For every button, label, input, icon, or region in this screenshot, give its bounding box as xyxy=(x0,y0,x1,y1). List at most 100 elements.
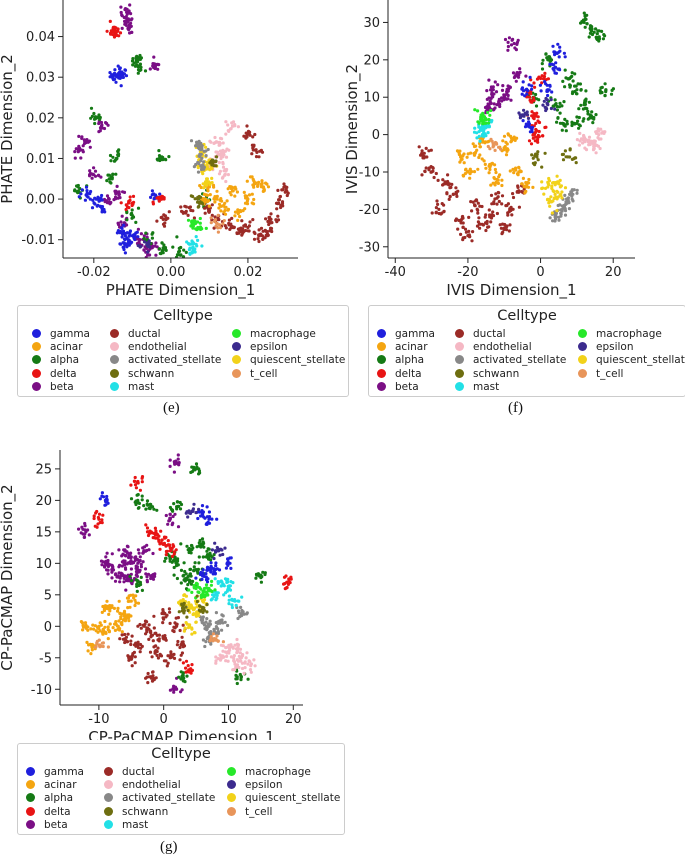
point-alpha xyxy=(562,100,566,104)
series-ductal xyxy=(417,145,526,243)
point-quiescent_stellate xyxy=(547,183,551,187)
point-schwann xyxy=(209,159,213,163)
point-beta xyxy=(154,241,158,245)
point-beta xyxy=(511,71,516,75)
point-gamma xyxy=(530,84,534,88)
point-acinar xyxy=(103,625,107,629)
point-ductal xyxy=(276,202,280,206)
point-schwann xyxy=(196,195,200,199)
point-delta xyxy=(184,666,188,670)
point-alpha xyxy=(590,32,595,37)
point-alpha xyxy=(560,104,564,108)
point-t_cell xyxy=(209,216,213,220)
point-alpha xyxy=(576,82,580,86)
point-beta xyxy=(128,3,132,7)
point-acinar xyxy=(500,178,504,182)
point-beta xyxy=(516,75,521,79)
point-beta xyxy=(124,16,128,20)
point-ductal xyxy=(136,624,140,628)
point-beta xyxy=(122,561,126,565)
point-macrophage xyxy=(193,222,197,226)
point-alpha xyxy=(603,93,607,98)
panel-e: -0.02 0.00 0.02 -0.01 0.00 0.01 0.02 0.03 0.04 PH… xyxy=(0,0,340,300)
legend-label: gamma xyxy=(395,328,435,340)
point-delta xyxy=(127,206,131,210)
point-ductal xyxy=(257,155,261,159)
point-ductal xyxy=(124,638,128,642)
point-alpha xyxy=(187,550,191,555)
point-alpha xyxy=(576,119,580,123)
point-delta xyxy=(119,201,123,205)
point-beta xyxy=(122,190,127,194)
point-mast xyxy=(219,584,223,588)
point-ductal xyxy=(425,155,429,159)
point-schwann xyxy=(536,150,540,154)
point-alpha xyxy=(149,505,153,509)
point-epsilon xyxy=(526,116,531,120)
point-ductal xyxy=(487,225,491,229)
point-beta xyxy=(119,10,123,15)
point-endothelial xyxy=(597,137,601,141)
point-ductal xyxy=(174,616,178,620)
point-quiescent_stellate xyxy=(204,183,208,187)
point-activated_stellate xyxy=(237,611,241,615)
point-acinar xyxy=(211,183,216,187)
point-beta xyxy=(507,36,511,40)
point-gamma xyxy=(556,42,560,46)
point-schwann xyxy=(536,158,540,162)
legend-item-beta: beta xyxy=(26,819,68,831)
point-delta xyxy=(529,78,533,82)
point-endothelial xyxy=(224,155,229,159)
point-schwann xyxy=(574,161,578,165)
point-gamma xyxy=(120,226,124,230)
point-delta xyxy=(133,483,138,487)
legend-marker xyxy=(232,329,241,338)
panel-g: -10 0 10 20 -10 -5 0 5 10 15 20 25 CP-PaCMAP Dimensi… xyxy=(0,440,345,740)
point-gamma xyxy=(113,68,117,72)
point-delta xyxy=(115,33,119,38)
point-gamma xyxy=(225,561,229,565)
point-endothelial xyxy=(594,130,598,134)
point-beta xyxy=(490,95,494,99)
point-alpha xyxy=(592,115,596,120)
point-alpha xyxy=(263,572,267,577)
point-macrophage xyxy=(199,587,203,591)
point-beta xyxy=(157,63,161,67)
legend-marker xyxy=(26,780,35,790)
point-epsilon xyxy=(213,541,217,545)
point-alpha xyxy=(206,547,210,551)
point-ductal xyxy=(495,202,499,206)
legend-item-quiescent_stellate: quiescent_stellate xyxy=(578,354,685,366)
point-endothelial xyxy=(249,664,253,668)
point-ductal xyxy=(507,229,511,233)
point-acinar xyxy=(122,609,127,613)
point-beta xyxy=(142,234,146,238)
point-alpha xyxy=(581,18,585,22)
point-delta xyxy=(129,483,133,487)
point-acinar xyxy=(524,181,528,185)
point-macrophage xyxy=(484,121,488,125)
point-activated_stellate xyxy=(201,163,205,167)
point-acinar xyxy=(206,187,210,191)
point-t_cell xyxy=(494,141,498,145)
point-beta xyxy=(125,7,129,11)
legend-marker xyxy=(578,329,587,338)
legend-f: Celltype gamma acinar alpha delta beta ductal e… xyxy=(368,305,685,397)
point-beta xyxy=(137,560,141,564)
legend-marker xyxy=(578,355,587,365)
point-gamma xyxy=(133,233,137,237)
point-acinar xyxy=(498,173,502,177)
point-alpha xyxy=(130,579,134,583)
point-beta xyxy=(167,519,171,523)
point-alpha xyxy=(540,67,545,71)
legend-marker xyxy=(377,355,386,365)
point-alpha xyxy=(197,472,201,476)
point-alpha xyxy=(558,111,562,115)
point-macrophage xyxy=(208,589,212,593)
point-mast xyxy=(222,584,226,588)
point-acinar xyxy=(133,598,137,602)
point-schwann xyxy=(195,599,199,604)
point-acinar xyxy=(92,627,96,631)
point-ductal xyxy=(165,613,169,617)
point-delta xyxy=(544,125,548,129)
